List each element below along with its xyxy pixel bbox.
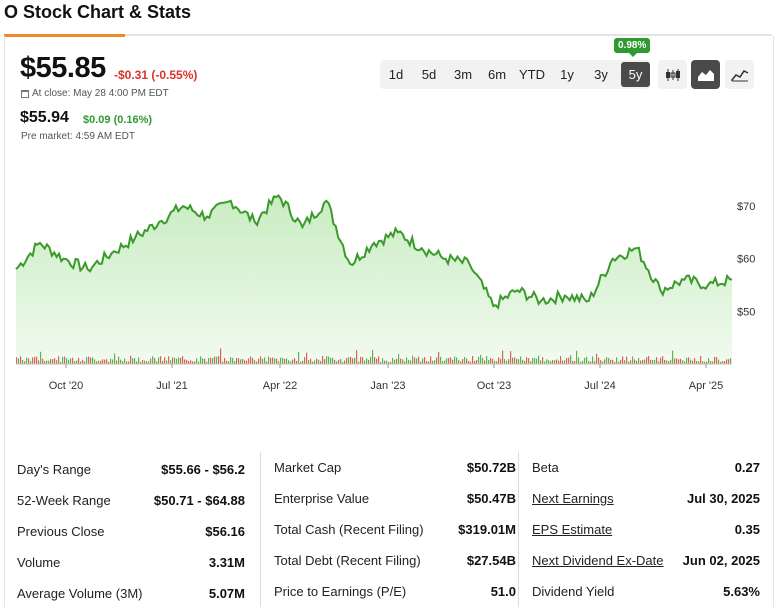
page-title: O Stock Chart & Stats [4, 2, 192, 22]
range-ytd-button[interactable]: YTD [519, 67, 545, 82]
stat-value: 51.0 [490, 584, 516, 599]
stat-pe-ratio: Price to Earnings (P/E) 51.0 [274, 576, 516, 607]
stat-total-cash: Total Cash (Recent Filing) $319.01M [274, 514, 516, 545]
x-tick-label: Oct '23 [477, 380, 512, 392]
premarket-change: $0.09 (0.16%) [83, 114, 153, 126]
next-dividend-link[interactable]: Next Dividend Ex-Date [532, 553, 664, 568]
range-return-badge: 0.98% [614, 38, 651, 57]
stat-value: 5.07M [208, 586, 245, 601]
range-6m-button[interactable]: 6m [487, 67, 507, 82]
stat-dividend-yield: Dividend Yield 5.63% [532, 576, 760, 607]
stats-column-3: Beta 0.27 Next Earnings Jul 30, 2025 EPS E… [518, 452, 760, 607]
range-5y-button[interactable]: 5y [621, 62, 650, 87]
x-tick-label: Oct '20 [49, 380, 84, 392]
x-tick-label: Jan '23 [370, 380, 405, 392]
stat-value: Jul 30, 2025 [687, 491, 760, 506]
stat-value: $50.47B [466, 491, 516, 506]
stat-days-range: Day's Range $55.66 - $56.2 [17, 454, 245, 485]
current-price: $55.85 [20, 52, 106, 84]
x-axis-ticks: Oct '20 Jul '21 Apr '22 Jan '23 Oct '23 Jul '… [49, 364, 724, 392]
stat-label: Price to Earnings (P/E) [274, 584, 407, 599]
stat-average-volume: Average Volume (3M) 5.07M [17, 578, 245, 609]
range-1y-button[interactable]: 1y [560, 67, 574, 82]
stat-label: Beta [532, 460, 559, 475]
stat-next-earnings: Next Earnings Jul 30, 2025 [532, 483, 760, 514]
premarket-price: $55.94 [20, 109, 69, 126]
stat-label: Average Volume (3M) [17, 586, 143, 601]
stat-label: 52-Week Range [17, 493, 111, 508]
close-time-row: At close: May 28 4:00 PM EDT [21, 88, 169, 99]
candlestick-chart-button[interactable] [658, 60, 687, 89]
stat-value: $55.66 - $56.2 [161, 462, 245, 477]
price-line [15, 194, 733, 310]
calendar-icon [21, 89, 29, 98]
stat-52-week-range: 52-Week Range $50.71 - $64.88 [17, 485, 245, 516]
y-tick-label: $60 [737, 254, 755, 266]
stats-column-2: Market Cap $50.72B Enterprise Value $50.47… [260, 452, 516, 607]
stat-value: 0.27 [734, 460, 760, 475]
y-tick-label: $50 [737, 306, 755, 318]
stat-label: Enterprise Value [274, 491, 370, 506]
stat-label: Total Debt (Recent Filing) [274, 553, 421, 568]
stat-next-dividend: Next Dividend Ex-Date Jun 02, 2025 [532, 545, 760, 576]
stock-card [4, 36, 774, 607]
tab-underline [4, 34, 772, 37]
stat-enterprise-value: Enterprise Value $50.47B [274, 483, 516, 514]
line-chart-button[interactable] [725, 60, 754, 89]
range-1d-button[interactable]: 1d [388, 67, 404, 82]
price-chart[interactable]: $70$60$50 Oct '20 Jul '21 Apr '22 Jan '23 Oc… [14, 180, 764, 395]
range-5d-button[interactable]: 5d [421, 67, 437, 82]
line-chart-icon [730, 69, 748, 81]
y-axis-ticks: $70 $60 $50 [737, 201, 755, 318]
stat-label: Dividend Yield [532, 584, 615, 599]
range-3m-button[interactable]: 3m [453, 67, 473, 82]
stat-previous-close: Previous Close $56.16 [17, 516, 245, 547]
stat-label: Market Cap [274, 460, 342, 475]
stat-value: $50.72B [466, 460, 516, 475]
stat-total-debt: Total Debt (Recent Filing) $27.54B [274, 545, 516, 576]
price-change: -$0.31 (-0.55%) [114, 68, 198, 82]
stat-eps-estimate: EPS Estimate 0.35 [532, 514, 760, 545]
close-time: At close: May 28 4:00 PM EDT [32, 88, 169, 99]
price-area [16, 195, 732, 364]
x-tick-label: Apr '22 [263, 380, 298, 392]
stats-panel: Day's Range $55.66 - $56.2 52-Week Range $… [4, 452, 772, 607]
stat-value: 3.31M [208, 555, 245, 570]
stat-market-cap: Market Cap $50.72B [274, 452, 516, 483]
active-tab-indicator [4, 34, 125, 37]
stat-label: Day's Range [17, 462, 92, 477]
next-earnings-link[interactable]: Next Earnings [532, 491, 614, 506]
stat-value: $50.71 - $64.88 [153, 493, 245, 508]
range-3y-button[interactable]: 3y [594, 67, 608, 82]
premarket-time: Pre market: 4:59 AM EDT [21, 131, 135, 142]
stat-label: Volume [17, 555, 61, 570]
area-chart-icon [697, 69, 714, 81]
x-tick-label: Jul '24 [584, 380, 615, 392]
eps-estimate-link[interactable]: EPS Estimate [532, 522, 613, 537]
x-tick-label: Jul '21 [156, 380, 187, 392]
stat-value: 0.35 [734, 522, 760, 537]
stat-value: $56.16 [205, 524, 245, 539]
stat-label: Previous Close [17, 524, 105, 539]
stat-value: $27.54B [466, 553, 516, 568]
stat-label: Total Cash (Recent Filing) [274, 522, 424, 537]
stat-value: Jun 02, 2025 [682, 553, 760, 568]
range-selector: 1d 5d 3m 6m YTD 1y 3y 5y [380, 60, 650, 89]
stat-value: $319.01M [458, 522, 516, 537]
stat-value: 5.63% [723, 584, 760, 599]
x-tick-label: Apr '25 [689, 380, 724, 392]
candlestick-icon [665, 68, 680, 81]
stat-volume: Volume 3.31M [17, 547, 245, 578]
stat-beta: Beta 0.27 [532, 452, 760, 483]
area-chart-button[interactable] [691, 60, 720, 89]
y-tick-label: $70 [737, 201, 755, 213]
stats-column-1: Day's Range $55.66 - $56.2 52-Week Range $… [17, 452, 245, 607]
